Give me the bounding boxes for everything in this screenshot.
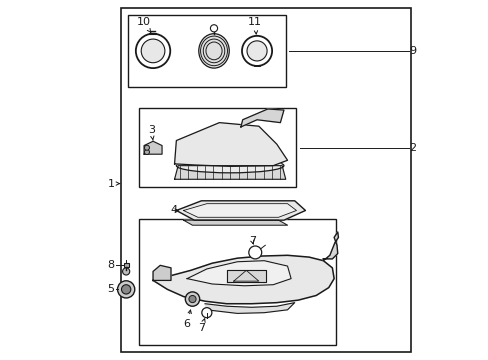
Ellipse shape	[176, 158, 284, 173]
Circle shape	[122, 268, 129, 275]
Bar	[121, 8, 410, 352]
Polygon shape	[174, 166, 285, 179]
Text: 2: 2	[408, 143, 416, 153]
Bar	[128, 15, 285, 87]
Text: 7: 7	[198, 319, 205, 333]
Text: 9: 9	[408, 46, 416, 56]
Text: 8: 8	[107, 260, 114, 270]
Circle shape	[202, 308, 211, 318]
Circle shape	[121, 285, 131, 294]
Circle shape	[144, 149, 149, 154]
Circle shape	[144, 145, 149, 150]
Polygon shape	[204, 303, 294, 314]
Polygon shape	[174, 123, 287, 166]
Polygon shape	[241, 109, 284, 127]
Circle shape	[185, 292, 199, 306]
Circle shape	[141, 39, 164, 63]
Circle shape	[117, 281, 135, 298]
Circle shape	[136, 34, 170, 68]
Text: 6: 6	[183, 310, 191, 329]
Circle shape	[188, 296, 196, 303]
Circle shape	[242, 36, 271, 66]
Polygon shape	[144, 141, 162, 154]
Bar	[139, 108, 296, 187]
Polygon shape	[226, 270, 265, 282]
Polygon shape	[176, 201, 305, 220]
Ellipse shape	[198, 34, 229, 68]
Bar	[139, 220, 335, 345]
Polygon shape	[153, 265, 171, 280]
Text: 1: 1	[107, 179, 114, 189]
Text: 5: 5	[107, 284, 114, 294]
Text: 4: 4	[170, 206, 178, 216]
Text: 11: 11	[248, 17, 262, 34]
Text: 3: 3	[147, 125, 154, 140]
Circle shape	[246, 41, 266, 61]
Polygon shape	[183, 220, 287, 225]
Bar	[123, 263, 128, 267]
Polygon shape	[323, 232, 338, 261]
Circle shape	[248, 246, 261, 259]
Circle shape	[210, 25, 217, 32]
Polygon shape	[187, 261, 290, 286]
Text: 7: 7	[248, 236, 255, 246]
Polygon shape	[153, 255, 333, 304]
Polygon shape	[183, 204, 296, 217]
Text: 10: 10	[136, 17, 150, 32]
